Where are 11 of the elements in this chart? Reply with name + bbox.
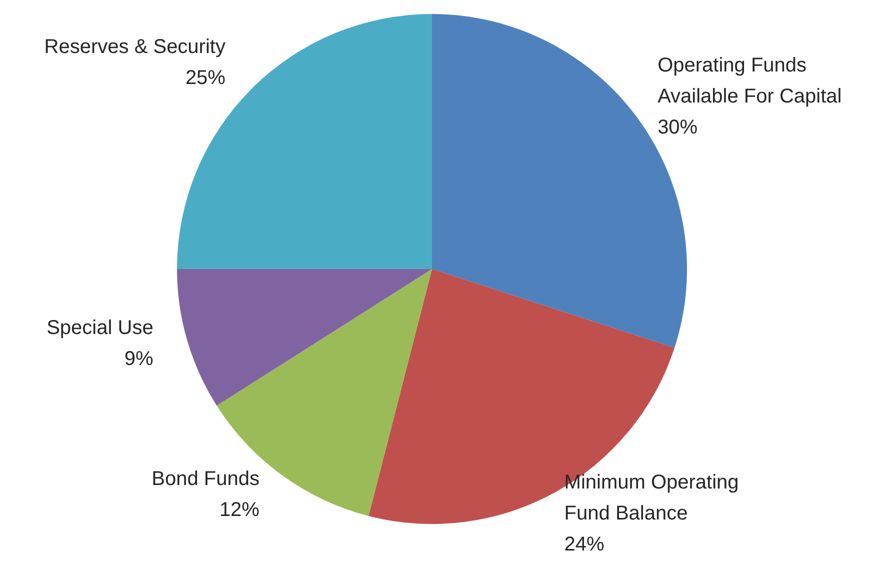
- pie-slice: [177, 269, 432, 406]
- data-label: 25%: [185, 66, 226, 89]
- slice-label: Bond Funds: [152, 468, 260, 490]
- slice-label: Operating Funds Available For Capital: [658, 54, 842, 108]
- data-label: 9%: [124, 348, 154, 370]
- slice-label: Reserves & Security: [44, 36, 226, 58]
- data-label: 30%: [658, 116, 698, 138]
- data-label: 12%: [219, 499, 260, 522]
- data-label: 24%: [564, 534, 605, 556]
- slice-label: Special Use: [46, 317, 154, 340]
- slice-label: Minimum Operating Fund Balance: [564, 472, 739, 525]
